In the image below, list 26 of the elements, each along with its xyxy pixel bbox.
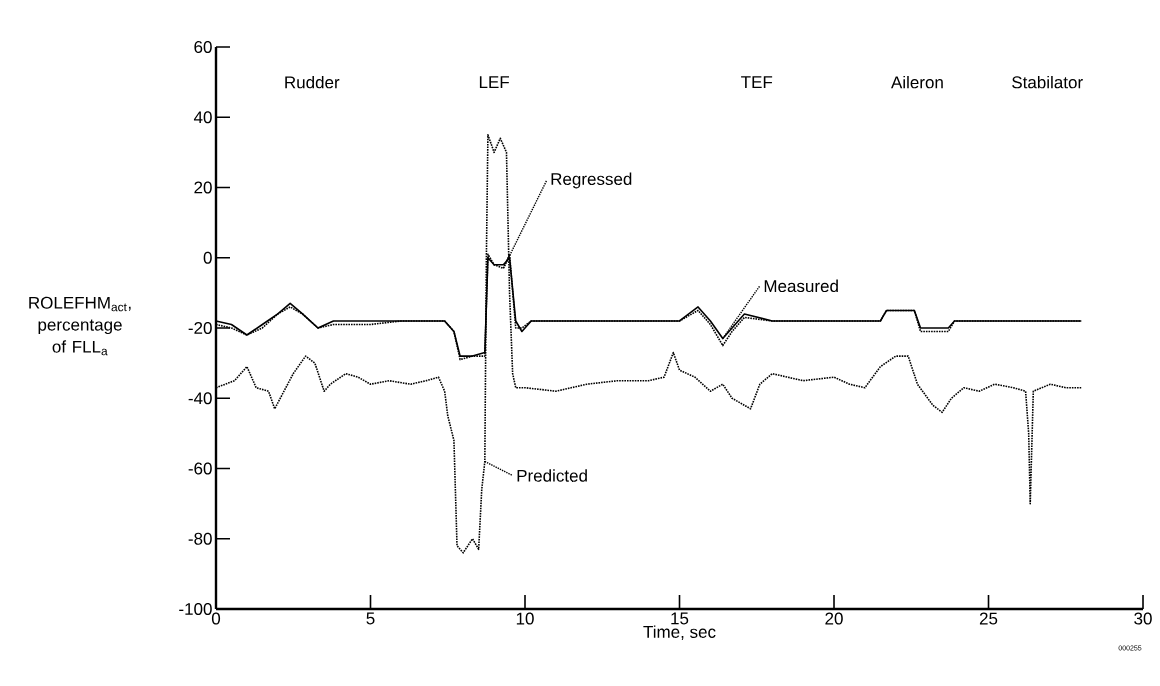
x-tick-label: 30 <box>1134 612 1152 625</box>
annotation: Stabilator <box>1012 75 1083 89</box>
annotation: Aileron <box>891 75 943 89</box>
y-tick-label: -80 <box>188 532 212 545</box>
x-tick-label: 10 <box>516 612 534 625</box>
y-axis-title: ROLEFHM$_{act}$, percentage of FLL$_{a}$ <box>29 296 131 356</box>
x-tick-label: 5 <box>366 612 375 625</box>
x-tick-label: 20 <box>825 612 843 625</box>
y-tick-label: -20 <box>188 321 212 335</box>
series-label: Measured <box>764 279 838 293</box>
annotation: LEF <box>479 76 510 88</box>
x-tick-label: 25 <box>979 612 998 625</box>
x-tick-label: 15 <box>671 612 689 625</box>
x-axis-title: Time, sec <box>643 625 716 640</box>
annotation: TEF <box>741 76 773 88</box>
y-tick-label: 40 <box>193 111 212 124</box>
y-tick-label: 60 <box>194 40 212 54</box>
annotation: Rudder <box>285 75 340 89</box>
y-tick-label: -100 <box>179 602 212 616</box>
legend-label: Predicted <box>517 469 587 482</box>
y-tick-label: -60 <box>188 462 212 475</box>
y-tick-label: 20 <box>194 181 212 194</box>
x-tick-label: 0 <box>211 612 221 625</box>
text: Regressed <box>551 172 632 189</box>
y-tick-label: 0 <box>203 251 212 264</box>
y-tick-label: -40 <box>188 392 212 405</box>
